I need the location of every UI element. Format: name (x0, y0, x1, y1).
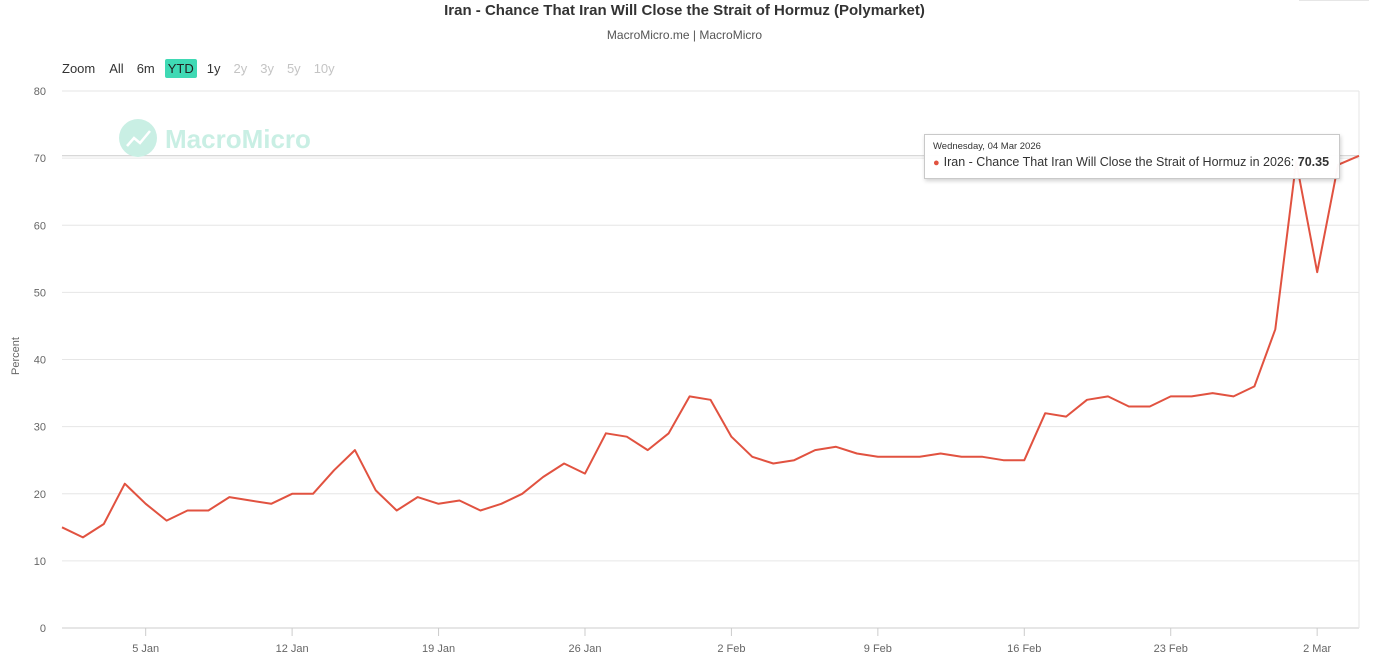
y-tick-label: 0 (40, 623, 46, 635)
chart-title: Iran - Chance That Iran Will Close the S… (444, 2, 925, 19)
zoom-5y-button: 5y (286, 61, 301, 76)
x-tick-label: 19 Jan (422, 643, 455, 652)
zoom-all-button[interactable]: All (109, 61, 124, 76)
y-tick-label: 40 (34, 355, 46, 367)
chart-subtitle: MacroMicro.me | MacroMicro (606, 28, 763, 42)
x-tick-label: 2 Feb (717, 643, 745, 652)
grid-lines (62, 90, 1360, 629)
y-tick-label: 10 (34, 556, 46, 568)
tooltip-date: Wednesday, 04 Mar 2026 (933, 141, 1041, 152)
x-tick-label: 5 Jan (132, 643, 159, 652)
x-tick-label: 12 Jan (276, 643, 309, 652)
top-edge-line (1299, 0, 1369, 1)
series-marker-icon: ● (933, 157, 940, 169)
data-tooltip: Wednesday, 04 Mar 2026 ● Iran - Chance Th… (924, 134, 1340, 179)
zoom-label: Zoom (62, 61, 96, 76)
watermark-text: MacroMicro (165, 124, 311, 154)
x-tick-label: 9 Feb (864, 643, 892, 652)
y-axis-label: Percent (10, 337, 22, 375)
y-tick-label: 50 (34, 287, 46, 299)
zoom-3y-button: 3y (260, 61, 274, 76)
chart-line-icon (119, 119, 157, 157)
y-tick-label: 60 (34, 220, 46, 232)
tooltip-value: 70.35 (1297, 155, 1330, 169)
x-axis-ticks: 5 Jan 12 Jan 19 Jan 26 Jan 2 Feb 9 Feb 16 Feb 2… (132, 628, 1332, 652)
y-tick-label: 80 (34, 86, 46, 98)
y-tick-label: 30 (34, 422, 46, 434)
tooltip-series-label: Iran - Chance That Iran Will Close the S… (943, 155, 1295, 169)
tooltip-row: ● Iran - Chance That Iran Will Close the … (933, 155, 1331, 169)
zoom-range-selector: Zoom All 6m YTD 1y 2y 3y 5y 10y (62, 59, 345, 78)
zoom-ytd-button[interactable]: YTD (164, 59, 197, 78)
zoom-10y-button: 10y (313, 61, 335, 76)
series-line (61, 154, 1360, 539)
y-tick-label: 20 (34, 489, 46, 501)
y-tick-label: 70 (34, 153, 46, 165)
watermark-icon-line (126, 130, 151, 147)
x-tick-label: 23 Feb (1154, 643, 1188, 652)
x-tick-label: 2 Mar (1303, 643, 1331, 652)
x-tick-label: 16 Feb (1007, 643, 1041, 652)
x-tick-label: 26 Jan (568, 643, 601, 652)
y-axis-ticks: 0 10 20 30 40 50 60 70 80 (34, 86, 46, 635)
zoom-6m-button[interactable]: 6m (136, 61, 155, 76)
macromicro-watermark: MacroMicro (119, 119, 311, 157)
zoom-2y-button: 2y (233, 61, 248, 76)
series-layer (61, 154, 1360, 539)
zoom-1y-button[interactable]: 1y (206, 61, 221, 76)
